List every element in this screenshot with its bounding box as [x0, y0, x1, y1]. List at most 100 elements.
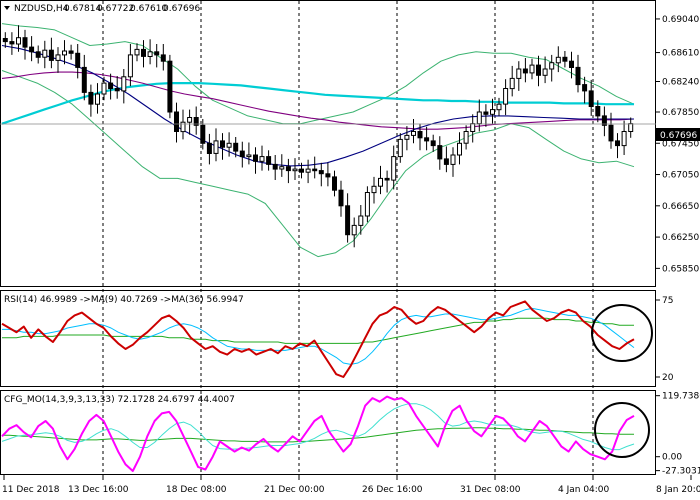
candle-body: [463, 131, 469, 144]
candle-body: [127, 54, 133, 78]
candle-body: [239, 150, 245, 158]
ohlc-open: 0.67814: [64, 4, 101, 14]
candle-body: [569, 60, 574, 69]
rsi-panel[interactable]: [0, 290, 656, 387]
candle-body: [542, 68, 548, 76]
x-tick-label: 11 Dec 2018: [2, 485, 60, 495]
candle-body: [549, 62, 555, 70]
x-tick-label: 26 Dec 16:00: [362, 485, 423, 495]
candle-body: [292, 168, 298, 172]
candle-body: [220, 140, 225, 148]
candle-body: [404, 134, 410, 140]
candle-body: [22, 37, 28, 48]
candle-body: [450, 154, 456, 165]
candle-body: [305, 168, 311, 173]
candle-body: [555, 56, 561, 64]
candle-body: [9, 41, 15, 45]
candle-body: [134, 48, 140, 56]
cfg-tick-label: 119.7386: [662, 392, 700, 402]
sma-navy-line: [1, 44, 634, 167]
candle-body: [443, 158, 449, 165]
candle-body: [332, 176, 337, 191]
candle-body: [496, 103, 502, 111]
price-tick-label: 0.68610: [662, 49, 699, 59]
candle-body: [285, 166, 291, 172]
cfg-layer: [1, 395, 635, 472]
cfg-axis: 119.7386 0.00 -27.3031: [655, 392, 700, 477]
candle-body: [522, 68, 528, 74]
candle-body: [582, 84, 588, 92]
candle-body: [95, 93, 100, 105]
candle-body: [562, 56, 568, 62]
candle-body: [246, 154, 252, 158]
candle-body: [358, 215, 364, 226]
rsi-label: RSI(14) 46.9989 ->MA(9) 40.7269 ->MA(36)…: [4, 295, 244, 305]
candle-body: [187, 117, 193, 123]
candle-body: [483, 111, 489, 115]
candle-body: [200, 124, 206, 144]
candle-body: [154, 51, 160, 56]
candle-body: [437, 145, 443, 160]
candle-body: [371, 185, 377, 194]
price-tick-label: 0.67450: [662, 139, 699, 149]
cfg-tick-label: -27.3031: [662, 467, 700, 477]
candle-body: [509, 77, 515, 90]
candle-body: [575, 66, 581, 86]
ohlc-low: 0.67610: [130, 4, 167, 14]
candle-body: [193, 117, 199, 126]
rsi-line: [1, 300, 635, 378]
price-axis: 0.69040 0.68610 0.68240 0.67850 0.67450 0.670…: [655, 15, 699, 274]
candle-body: [364, 192, 370, 217]
candle-body: [272, 163, 278, 170]
candle-body: [48, 49, 54, 61]
price-panel[interactable]: [0, 0, 656, 287]
price-tick-label: 0.68240: [662, 77, 699, 87]
candle-body: [167, 60, 173, 113]
candle-body: [101, 82, 107, 95]
price-tick-label: 0.67850: [662, 108, 699, 118]
candle-body: [213, 140, 219, 154]
rsi-layer: [1, 300, 635, 378]
price-tick-label: 0.65850: [662, 264, 699, 274]
candle-body: [259, 156, 265, 162]
x-tick-label: 18 Dec 08:00: [166, 485, 227, 495]
candle-body: [279, 166, 285, 170]
candle-body: [476, 111, 482, 125]
price-layer: [0, 23, 656, 258]
ohlc-close: 0.67696: [163, 4, 200, 14]
candle-body: [114, 88, 120, 92]
sma-purple-line: [1, 71, 635, 130]
candle-body: [588, 90, 594, 108]
price-tick-label: 0.67050: [662, 171, 699, 181]
candle-body: [206, 142, 212, 155]
price-tick-label: 0.69040: [662, 15, 699, 25]
candle-body: [397, 138, 403, 158]
candle-body: [42, 49, 48, 58]
candle-body: [55, 54, 61, 61]
cfg-tick-label: 0.00: [662, 453, 682, 463]
candle-body: [536, 64, 541, 76]
x-tick-label: 4 Jan 04:00: [558, 485, 610, 495]
candle-body: [345, 205, 351, 236]
symbol-header: NZDUSD,H4 0.67814 0.67722 0.67610 0.6769…: [4, 4, 200, 14]
candle-body: [233, 142, 239, 152]
current-price-marker: 0.67696: [656, 128, 700, 141]
candle-body: [411, 131, 416, 136]
candle-body: [88, 91, 94, 105]
candle-body: [266, 156, 272, 165]
price-tick-label: 0.66650: [662, 202, 699, 212]
dropdown-arrow-icon[interactable]: [4, 6, 10, 10]
candle-body: [628, 123, 634, 132]
candle-body: [608, 124, 614, 142]
candle-body: [318, 170, 324, 175]
candle-body: [424, 137, 430, 142]
candle-body: [457, 142, 462, 156]
candle-body: [174, 111, 179, 132]
candle-body: [470, 123, 476, 132]
cfg-line3: [2, 427, 634, 443]
rsi-annotation-circle: [591, 304, 653, 362]
candle-body: [529, 64, 535, 74]
candle-body: [147, 51, 153, 57]
candle-body: [2, 38, 8, 43]
